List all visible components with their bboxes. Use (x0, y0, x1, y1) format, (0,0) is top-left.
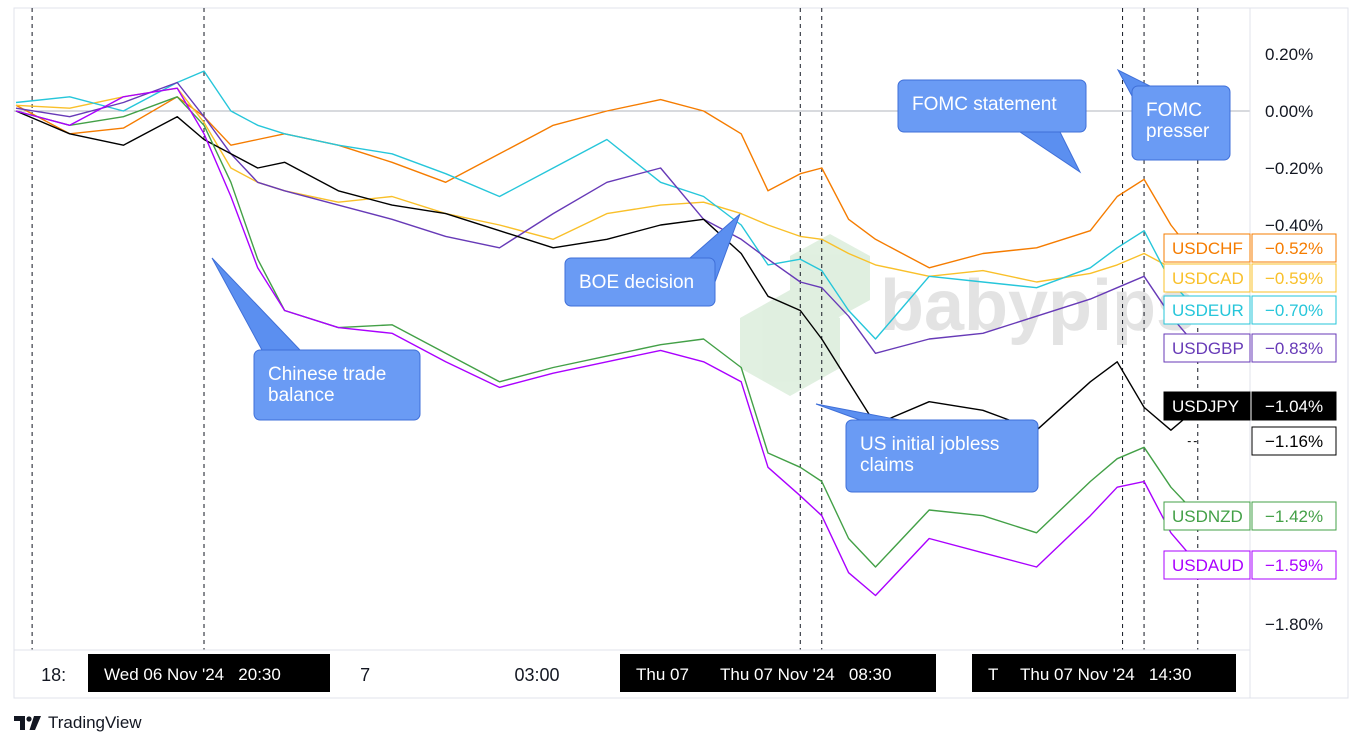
series-value-box (1251, 501, 1337, 531)
series-name: USDAUD (1172, 556, 1244, 575)
series-name-box (1163, 333, 1251, 363)
time-flag-box (88, 654, 330, 692)
series-value-box (1251, 263, 1337, 293)
series-value: −0.83% (1265, 339, 1323, 358)
y-tick-label: −1.80% (1265, 615, 1323, 634)
callout-text: presser (1146, 121, 1210, 142)
series-value-box (1251, 550, 1337, 580)
callout-text: US initial jobless (860, 434, 999, 455)
footer-brand: TradingView (48, 713, 142, 732)
series-value: −1.42% (1265, 507, 1323, 526)
x-tick-label: 18: (41, 665, 66, 685)
last-label-usdnzd: USDNZD −1.42% (1163, 501, 1337, 531)
series-layer (15, 70, 1199, 597)
callout-box (564, 257, 716, 307)
series-name: USDCAD (1172, 269, 1244, 288)
x-tick-label: 7 (360, 665, 370, 685)
series-name-box (1163, 501, 1251, 531)
time-flag-text: Thu 07 Nov '24 14:30 (1020, 665, 1191, 684)
callout-text: FOMC (1146, 100, 1202, 121)
time-flag-box (704, 654, 936, 692)
series-line-usdcad (15, 87, 1199, 283)
time-flag-1: Wed 06 Nov '24 20:30 (88, 654, 330, 692)
series-value: −1.16% (1265, 432, 1323, 451)
last-label-usdcad: USDCAD −0.59% (1163, 263, 1337, 293)
callout-text: BOE decision (579, 272, 694, 293)
callout-text: FOMC statement (912, 94, 1057, 115)
series-name: USDJPY (1172, 397, 1239, 416)
series-name-box (1163, 263, 1251, 293)
series-line-usdaud (15, 87, 1199, 597)
series-name-box (1163, 391, 1251, 421)
series-line-usdgbp (15, 81, 1199, 354)
watermark-text: babypips (880, 266, 1196, 346)
time-flag-text: Thu 07 (636, 665, 689, 684)
callout-box (845, 419, 1039, 493)
series-line-usdeur (15, 70, 1199, 340)
series-value: −0.70% (1265, 301, 1323, 320)
series-name-box (1163, 550, 1251, 580)
callout-4: FOMC statement (897, 79, 1087, 174)
series-value-box (1251, 333, 1337, 363)
time-flag-3: Thu 07 Nov '24 08:30 (704, 654, 936, 692)
x-tick-label: 03:00 (515, 665, 560, 685)
series-value-box (1251, 295, 1337, 325)
series-name-box (1163, 233, 1251, 263)
tradingview-logo-icon (14, 716, 41, 730)
time-flag-box (620, 654, 704, 692)
callout-box (897, 79, 1087, 133)
callout-2: BOE decision (564, 213, 741, 307)
time-flags: Wed 06 Nov '24 20:30 Thu 07 Thu 07 Nov '24… (88, 654, 1236, 692)
series-name: USDNZD (1172, 507, 1243, 526)
time-flag-text: Thu 07 Nov '24 08:30 (720, 665, 891, 684)
y-tick-label: −0.40% (1265, 216, 1323, 235)
time-flag-text: Wed 06 Nov '24 20:30 (104, 665, 281, 684)
series-line-usdnzd (15, 96, 1199, 568)
footer: TradingView (14, 713, 142, 733)
y-tick-label: 0.20% (1265, 45, 1313, 64)
time-scale[interactable]: 18: 7 03:00 (41, 665, 559, 685)
series-value: −1.04% (1265, 397, 1323, 416)
series-name-box (1163, 295, 1251, 325)
series-value-box (1251, 426, 1337, 456)
y-tick-label: 0.00% (1265, 102, 1313, 121)
callout-text: balance (268, 385, 335, 406)
time-flag-box (1004, 654, 1236, 692)
last-label-ref: −1.16% (1251, 426, 1337, 456)
time-flag-4: T (972, 654, 1006, 692)
price-scale[interactable]: 0.20% 0.00% −0.20% −0.40% −1.80% (1265, 45, 1323, 634)
series-value-box (1251, 391, 1337, 421)
series-line-usdjpy (15, 110, 1199, 431)
callout-text: Chinese trade (268, 364, 386, 385)
series-value: −1.59% (1265, 556, 1323, 575)
time-flag-box (972, 654, 1006, 692)
last-label-usdjpy: USDJPY −1.04% (1163, 391, 1337, 421)
time-flag-2: Thu 07 (620, 654, 704, 692)
last-label-usdgbp: USDGBP −0.83% (1163, 333, 1337, 363)
series-value: −0.59% (1265, 269, 1323, 288)
chart-frame (13, 7, 1349, 699)
series-value-box (1251, 233, 1337, 263)
last-value-labels: USDCHF −0.52% USDCAD −0.59% USDEUR −0.70% USDG… (1163, 233, 1337, 580)
series-name: USDGBP (1172, 339, 1244, 358)
time-flag-5: Thu 07 Nov '24 14:30 (1004, 654, 1236, 692)
callout-box (1131, 85, 1231, 161)
series-value: −0.52% (1265, 239, 1323, 258)
callout-text: claims (860, 455, 914, 476)
watermark: babypips (740, 234, 1196, 396)
series-name: USDCHF (1172, 239, 1243, 258)
last-label-usdeur: USDEUR −0.70% (1163, 295, 1337, 325)
last-label-usdchf: USDCHF −0.52% (1163, 233, 1337, 263)
time-flag-text: T (988, 665, 998, 684)
callout-box (253, 349, 421, 421)
series-name: USDEUR (1172, 301, 1244, 320)
series-line-usdchf (15, 96, 1199, 269)
last-label-usdaud: USDAUD −1.59% (1163, 550, 1337, 580)
y-tick-label: −0.20% (1265, 159, 1323, 178)
